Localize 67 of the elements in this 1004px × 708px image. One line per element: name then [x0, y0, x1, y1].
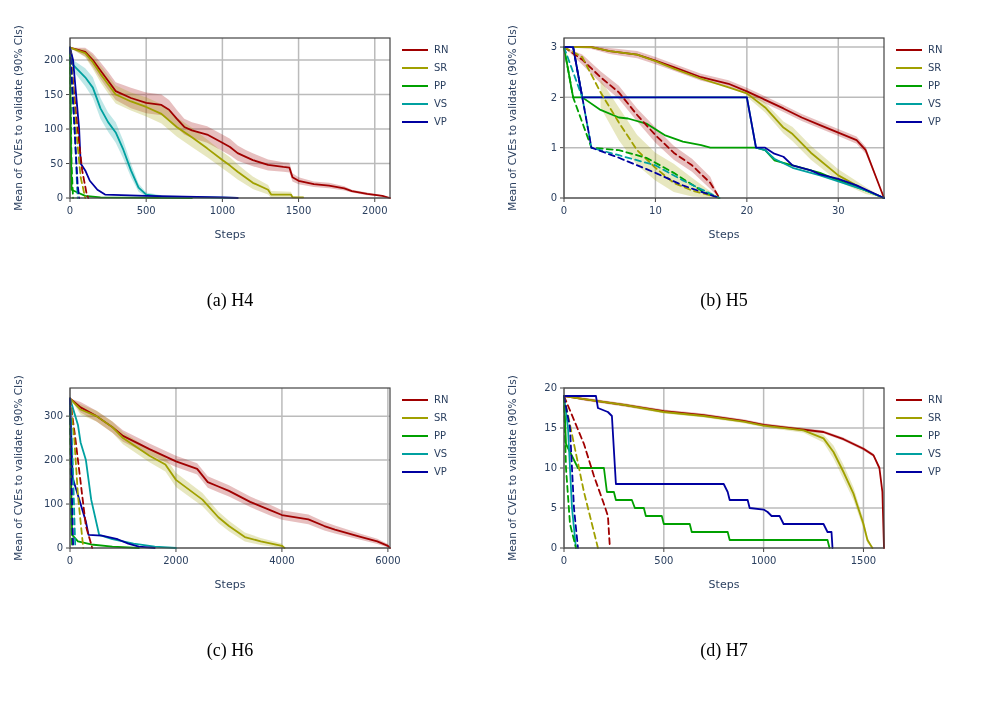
- legend-label: VP: [434, 116, 447, 128]
- y-axis-title: Mean of CVEs to validate (90% CIs): [506, 375, 518, 561]
- x-axis-title: Steps: [214, 578, 246, 591]
- legend-label: RN: [928, 394, 943, 406]
- y-axis-title: Mean of CVEs to validate (90% CIs): [12, 25, 24, 211]
- x-tick-label: 0: [560, 205, 568, 216]
- y-tick-label: 10: [544, 462, 557, 474]
- text: (c) H6: [206, 640, 254, 661]
- y-tick-label: 150: [43, 88, 63, 100]
- legend-label: VP: [434, 466, 447, 478]
- y-tick-label: 15: [544, 422, 557, 434]
- legend-label: VP: [928, 466, 941, 478]
- y-tick-label: 2: [550, 91, 557, 103]
- y-tick-label: 20: [544, 382, 557, 394]
- y-tick-label: 1: [550, 141, 557, 153]
- x-tick-label: 4000: [269, 555, 295, 566]
- x-axis-title: Steps: [214, 228, 246, 241]
- x-tick-label: 1500: [850, 555, 877, 566]
- y-tick-label: 100: [43, 498, 63, 510]
- legend-label: PP: [434, 80, 447, 92]
- y-tick-label: 0: [56, 192, 63, 204]
- y-tick-label: 100: [43, 123, 63, 135]
- text: (d) H7: [700, 640, 748, 661]
- x-tick-label: 2000: [163, 555, 189, 566]
- y-tick-label: 3: [550, 41, 557, 53]
- legend-label: VS: [928, 98, 942, 110]
- y-axis-title: Mean of CVEs to validate (90% CIs): [506, 25, 518, 211]
- y-tick-label: 300: [43, 410, 63, 422]
- x-tick-label: 1000: [750, 555, 777, 566]
- legend-label: SR: [928, 62, 942, 74]
- legend-label: RN: [434, 394, 449, 406]
- x-tick-label: 500: [136, 205, 156, 216]
- legend-label: PP: [434, 430, 447, 442]
- legend-label: SR: [434, 412, 448, 424]
- x-tick-label: 500: [654, 555, 674, 566]
- x-axis-title: Steps: [708, 228, 740, 241]
- y-tick-label: 0: [56, 542, 63, 554]
- y-tick-label: 5: [550, 502, 557, 514]
- x-tick-label: 10: [649, 205, 662, 216]
- text: (a) H4: [206, 290, 254, 311]
- legend-label: PP: [928, 80, 941, 92]
- legend-label: VS: [928, 448, 942, 460]
- legend-label: VS: [434, 448, 448, 460]
- x-tick-label: 0: [66, 205, 74, 216]
- legend-label: SR: [434, 62, 448, 74]
- y-tick-label: 0: [550, 542, 557, 554]
- x-tick-label: 30: [831, 205, 845, 216]
- y-axis-title: Mean of CVEs to validate (90% CIs): [12, 375, 24, 561]
- text: (b) H5: [700, 290, 748, 311]
- y-tick-label: 200: [43, 454, 63, 466]
- x-tick-label: 20: [740, 205, 754, 216]
- x-tick-label: 2000: [362, 205, 388, 216]
- legend-label: RN: [434, 44, 449, 56]
- x-tick-label: 1000: [209, 205, 236, 216]
- legend-label: VP: [928, 116, 941, 128]
- x-axis-title: Steps: [708, 578, 740, 591]
- legend-label: SR: [928, 412, 942, 424]
- x-tick-label: 0: [66, 555, 74, 566]
- y-tick-label: 50: [50, 157, 63, 169]
- legend-label: PP: [928, 430, 941, 442]
- legend-label: VS: [434, 98, 448, 110]
- y-tick-label: 200: [43, 54, 63, 66]
- x-tick-label: 0: [560, 555, 568, 566]
- legend-label: RN: [928, 44, 943, 56]
- x-tick-label: 1500: [285, 205, 312, 216]
- y-tick-label: 0: [550, 192, 557, 204]
- x-tick-label: 6000: [375, 555, 401, 566]
